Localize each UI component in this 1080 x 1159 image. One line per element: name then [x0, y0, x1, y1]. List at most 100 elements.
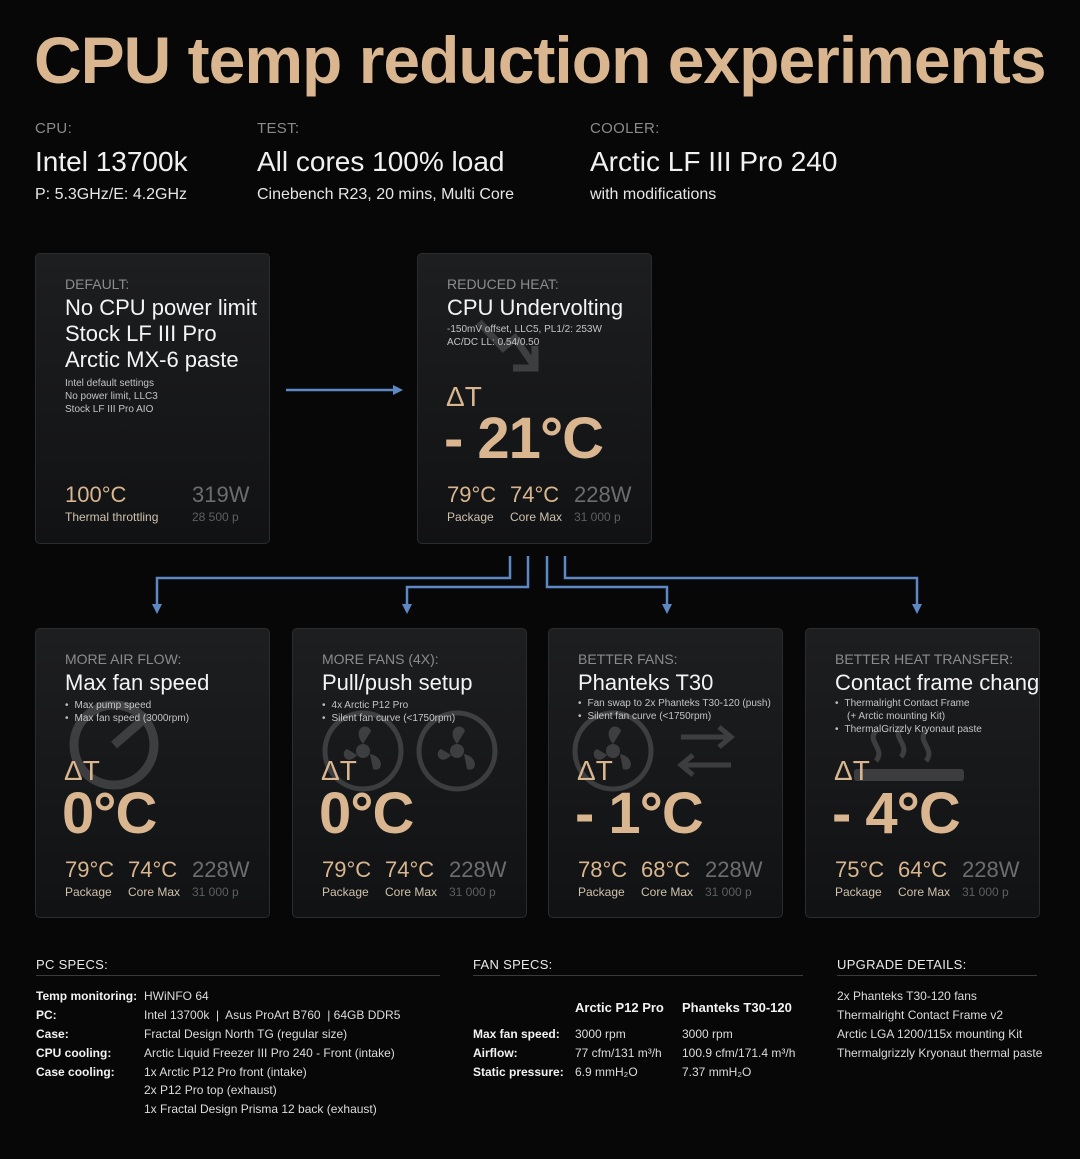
spec-value: 1x Arctic P12 Pro front (intake) [144, 1065, 307, 1079]
core-stat: 64°C Core Max [898, 857, 950, 899]
note-line: Silent fan curve (<1750rpm) [578, 710, 771, 723]
power-stat: 228W 31 000 p [962, 857, 1019, 899]
core-temp: 74°C [385, 857, 435, 882]
card-title: No CPU power limit Stock LF III Pro Arct… [65, 295, 257, 373]
power-stat: 228W 31 000 p [449, 857, 506, 899]
cooler-sub: with modifications [590, 186, 717, 203]
note-line: Max pump speed [65, 699, 189, 712]
experiment-card-heat-transfer: BETTER HEAT TRANSFER: Contact frame chan… [805, 628, 1040, 918]
note-line: Max fan speed (3000rpm) [65, 712, 190, 725]
fan-spec-value: 7.37 mmH₂O [682, 1065, 752, 1079]
delta-value: 0°C [62, 781, 157, 846]
power-value: 228W [574, 482, 632, 507]
default-card: DEFAULT: No CPU power limit Stock LF III… [35, 253, 270, 544]
score-value: 31 000 p [192, 885, 239, 899]
cpu-label: CPU: [35, 120, 73, 137]
reduced-heat-card: REDUCED HEAT: CPU Undervolting -150mV of… [417, 253, 652, 544]
fan-spec-key: Static pressure: [473, 1065, 564, 1079]
upgrade-details-divider [837, 975, 1037, 976]
package-stat: 79°C Package [65, 857, 114, 899]
arrow-to-exp4 [563, 556, 922, 614]
card-label: MORE AIR FLOW: [65, 651, 182, 667]
delta-value: 0°C [319, 781, 414, 846]
title-line: Arctic MX-6 paste [65, 347, 239, 372]
core-temp: 68°C [641, 857, 691, 882]
power-stat: 228W 31 000 p [192, 857, 249, 899]
fan-specs-heading: FAN SPECS: [473, 957, 553, 972]
package-temp: 75°C [835, 857, 885, 882]
package-label: Package [578, 885, 625, 899]
spec-key: Case cooling: [36, 1065, 115, 1079]
note-line: Fan swap to 2x Phanteks T30-120 (push) [578, 697, 771, 710]
core-label: Core Max [385, 885, 438, 899]
test-label: TEST: [257, 120, 300, 137]
spec-value: 1x Fractal Design Prisma 12 back (exhaus… [144, 1102, 377, 1116]
package-label: Package [65, 885, 112, 899]
test-sub: Cinebench R23, 20 mins, Multi Core [257, 186, 515, 203]
core-temp: 74°C [128, 857, 178, 882]
note-line: Intel default settings [65, 378, 154, 389]
core-label: Core Max [641, 885, 694, 899]
test-value: All cores 100% load [257, 146, 505, 177]
card-notes: 4x Arctic P12 Pro Silent fan curve (<175… [322, 699, 456, 725]
note-line: Silent fan curve (<1750rpm) [322, 712, 456, 725]
power-stat: 228W 31 000 p [705, 857, 762, 899]
core-label: Core Max [510, 510, 563, 524]
pc-specs-divider [36, 975, 440, 976]
package-label: Package [835, 885, 882, 899]
delta-symbol: ΔT [446, 381, 482, 412]
core-label: Core Max [128, 885, 181, 899]
cpu-value: Intel 13700k [35, 146, 188, 177]
card-notes: Thermalright Contact Frame (+ Arctic mou… [835, 697, 982, 736]
cooler-info: COOLER: Arctic LF III Pro 240 with modif… [590, 120, 837, 204]
score-value: 31 000 p [449, 885, 496, 899]
note-line: 4x Arctic P12 Pro [322, 699, 455, 712]
spec-value: Fractal Design North TG (regular size) [144, 1027, 348, 1041]
fan-specs-divider [473, 975, 803, 976]
trend-down-icon [476, 319, 539, 372]
title-line: Stock LF III Pro [65, 321, 217, 346]
upgrade-item: Thermalgrizzly Kryonaut thermal paste [837, 1046, 1043, 1060]
delta-symbol: ΔT [321, 755, 357, 786]
upgrade-item: 2x Phanteks T30-120 fans [837, 989, 977, 1003]
note-line: No power limit, LLC3 [65, 391, 158, 402]
fan-column-header: Arctic P12 Pro [575, 1000, 664, 1015]
flow-connectors [152, 385, 922, 614]
core-stat: 74°C Core Max [510, 482, 562, 524]
card-label: DEFAULT: [65, 276, 130, 292]
fan-spec-value: 100.9 cfm/171.4 m³/h [682, 1046, 796, 1060]
card-notes: Fan swap to 2x Phanteks T30-120 (push) S… [578, 697, 771, 723]
upgrade-details-heading: UPGRADE DETAILS: [837, 957, 967, 972]
package-temp: 78°C [578, 857, 628, 882]
package-temp: 79°C [447, 482, 497, 507]
core-temp: 64°C [898, 857, 948, 882]
temp-stat: 100°C Thermal throttling [65, 482, 158, 524]
package-stat: 78°C Package [578, 857, 627, 899]
power-stat: 228W 31 000 p [574, 482, 631, 524]
power-stat: 319W 28 500 p [192, 482, 249, 524]
note-line: Stock LF III Pro AIO [65, 404, 154, 415]
cooler-label: COOLER: [590, 120, 660, 137]
card-title: Max fan speed [65, 670, 210, 695]
cpu-sub: P: 5.3GHz/E: 4.2GHz [35, 186, 188, 203]
arrow-to-exp1 [152, 556, 512, 614]
fan-column-header: Phanteks T30-120 [682, 1000, 792, 1015]
test-info: TEST: All cores 100% load Cinebench R23,… [257, 120, 514, 204]
spec-key: Temp monitoring: [36, 989, 138, 1003]
fan-spec-key: Airflow: [473, 1046, 518, 1060]
package-stat: 75°C Package [835, 857, 884, 899]
power-value: 228W [962, 857, 1020, 882]
note-line: ThermalGrizzly Kryonaut paste [835, 723, 982, 736]
spec-value: HWiNFO 64 [144, 989, 209, 1003]
spec-value: Intel 13700k | Asus ProArt B760 | 64GB D… [144, 1008, 401, 1022]
fan-spec-value: 77 cfm/131 m³/h [575, 1046, 662, 1060]
delta-value: - 4°C [832, 781, 961, 846]
upgrade-item: Thermalright Contact Frame v2 [837, 1008, 1004, 1022]
cpu-info: CPU: Intel 13700k P: 5.3GHz/E: 4.2GHz [35, 120, 188, 204]
experiment-card-airflow: MORE AIR FLOW: Max fan speed Max pump sp… [35, 628, 270, 918]
note-line: AC/DC LL: 0.54/0.50 [447, 337, 540, 348]
note-line: -150mV offset, LLC5, PL1/2: 253W [447, 324, 602, 335]
package-temp: 79°C [322, 857, 372, 882]
card-title: Phanteks T30 [578, 670, 714, 695]
upgrade-item: Arctic LGA 1200/115x mounting Kit [837, 1027, 1023, 1041]
